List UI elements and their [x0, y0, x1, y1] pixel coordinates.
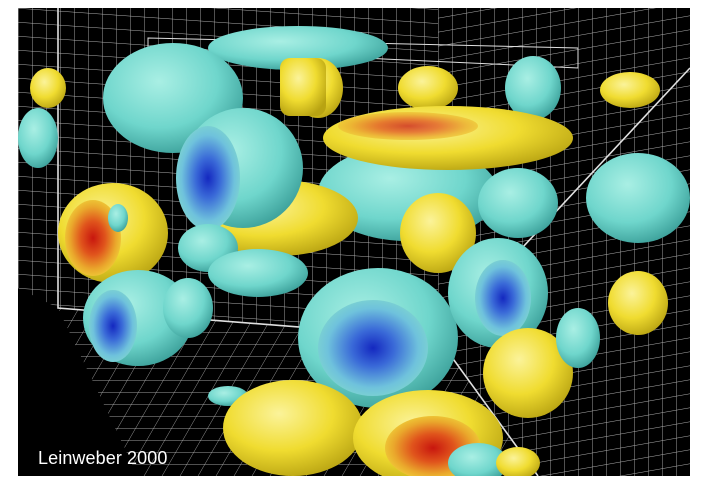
- isosurface-blobs: [18, 26, 690, 476]
- visualization-frame: Leinweber 2000: [18, 8, 690, 476]
- image-credit: Leinweber 2000: [38, 448, 168, 468]
- lattice-visualization: [18, 8, 690, 476]
